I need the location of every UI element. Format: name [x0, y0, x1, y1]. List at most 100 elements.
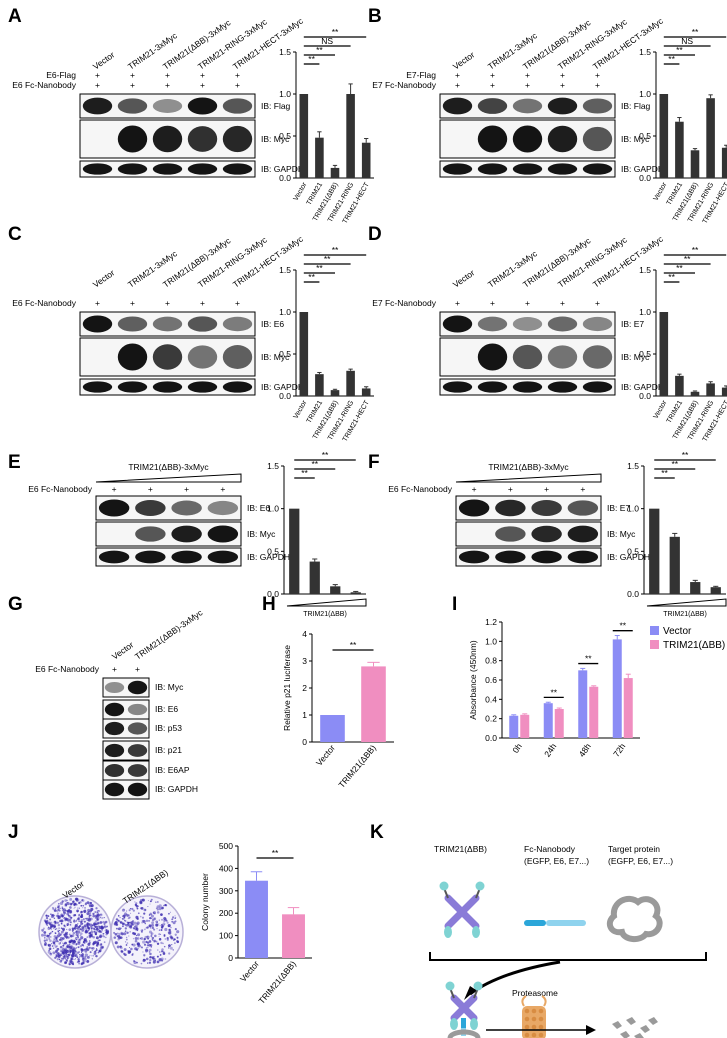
colony-dot: [84, 909, 86, 911]
colony-dot: [92, 914, 96, 918]
bar: [669, 536, 680, 594]
colony-dot: [85, 940, 88, 943]
colony-dot: [148, 948, 152, 952]
significance-mark: NS: [681, 36, 693, 46]
colony-dot: [86, 912, 90, 916]
y-tick-label: 1.5: [639, 265, 651, 275]
blot-band: [442, 97, 473, 115]
colony-dot: [69, 902, 73, 906]
colony-dot: [47, 915, 50, 918]
colony-dot: [61, 927, 63, 929]
blot-band: [127, 703, 148, 716]
colony-dot: [146, 944, 149, 947]
proteasome-subunit: [524, 1032, 530, 1038]
colony-dot: [86, 948, 90, 951]
panel-label-g: G: [8, 594, 23, 615]
colony-dot: [137, 948, 139, 950]
colony-dot: [59, 933, 62, 936]
bar: [710, 587, 721, 594]
colony-dot: [150, 927, 152, 929]
colony-dot: [132, 938, 135, 940]
colony-dot: [57, 934, 61, 938]
colony-dot: [160, 913, 163, 917]
x-tick-label: Vector: [293, 181, 309, 202]
colony-dot: [167, 923, 171, 928]
colony-dot: [129, 931, 131, 933]
blot-band: [135, 550, 166, 564]
blot-band: [82, 97, 113, 115]
colony-dot: [62, 947, 65, 950]
bar: [623, 678, 633, 738]
colony-dot: [57, 941, 59, 943]
bar: [315, 374, 324, 396]
colony-dot: [160, 914, 163, 916]
colony-dot: [156, 927, 158, 930]
colony-dot: [78, 901, 81, 905]
colony-dot: [116, 935, 119, 937]
colony-dot: [59, 907, 61, 910]
plus-sign: +: [95, 298, 100, 308]
y-tick-label: 200: [219, 908, 233, 918]
blot-G-5: [102, 779, 150, 800]
colony-dot: [46, 939, 48, 942]
blot-band: [187, 345, 218, 369]
significance-mark: **: [668, 272, 675, 282]
colony-dot: [55, 954, 58, 956]
blot-band: [495, 526, 526, 542]
colony-dot: [80, 951, 83, 953]
y-tick-label: 1.0: [279, 89, 291, 99]
nanobody-fc: [461, 1018, 466, 1028]
blot-label: IB: p53: [155, 723, 182, 733]
colony-dot: [163, 934, 166, 937]
colony-dot: [158, 904, 162, 908]
colony-dot: [94, 920, 98, 923]
colony-dot: [63, 925, 66, 927]
colony-dot: [144, 935, 148, 939]
blot-label: IB: E7: [621, 319, 644, 329]
colony-dot: [49, 918, 52, 921]
blot-label: IB: E6: [155, 704, 178, 714]
colony-dot: [139, 900, 143, 904]
colony-dot: [91, 927, 93, 929]
colony-dot: [65, 952, 68, 955]
colony-dot: [57, 955, 61, 958]
colony-dot: [127, 921, 130, 924]
blot-band: [117, 343, 148, 371]
blot-C-1: [79, 337, 256, 377]
blot-band: [547, 381, 578, 393]
blot-band: [152, 99, 183, 113]
colony-dot: [95, 922, 98, 926]
blot-band: [477, 343, 508, 371]
colony-dot: [127, 950, 130, 953]
colony-dot: [98, 929, 102, 933]
blot-label: IB: E7: [607, 503, 630, 513]
colony-dot: [81, 926, 85, 929]
colony-dot: [78, 962, 81, 965]
gradient-triangle: [95, 473, 242, 483]
colony-dot: [72, 900, 75, 903]
colony-dot: [62, 957, 64, 960]
colony-dot: [103, 917, 106, 919]
colony-dot: [89, 923, 93, 927]
colony-dot: [63, 949, 66, 952]
colony-dot: [74, 897, 78, 901]
colony-dot: [67, 944, 69, 946]
plus-sign: +: [595, 70, 600, 80]
colony-dot: [74, 948, 77, 950]
chart-D: 0.00.51.01.5VectorTRIM21TRIM21(ΔBB)TRIM2…: [639, 265, 727, 443]
colony-dot: [94, 931, 98, 935]
colony-dot: [61, 950, 65, 954]
arrow-head: [586, 1025, 596, 1035]
colony-dot: [73, 904, 76, 906]
significance-mark: **: [272, 848, 279, 858]
colony-dot: [69, 911, 72, 914]
y-tick-label: 300: [219, 886, 233, 896]
colony-dot: [145, 957, 149, 961]
plus-sign: +: [235, 298, 240, 308]
colony-dot: [86, 959, 90, 963]
significance-mark: **: [316, 263, 323, 273]
plus-sign: +: [235, 80, 240, 90]
colony-dot: [80, 910, 83, 913]
colony-dot: [82, 904, 85, 907]
colony-dot: [119, 946, 123, 950]
